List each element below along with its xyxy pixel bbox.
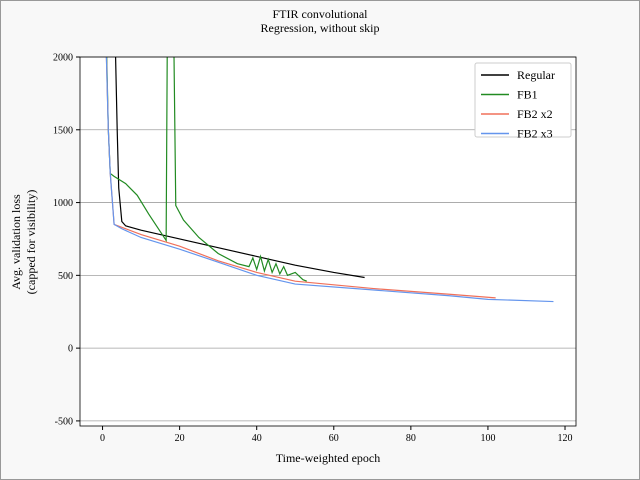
y-axis-label-note: (capped for visibility) bbox=[24, 190, 38, 295]
y-tick-label: 2000 bbox=[53, 53, 73, 64]
y-tick-label: 1000 bbox=[53, 198, 73, 209]
chart-subtitle: Regression, without skip bbox=[261, 21, 380, 35]
y-tick-label: 500 bbox=[58, 271, 73, 282]
legend-label: FB2 x3 bbox=[517, 127, 553, 141]
series-line bbox=[114, 57, 365, 279]
y-tick-label: 0 bbox=[68, 344, 73, 355]
x-tick-label: 80 bbox=[406, 433, 416, 444]
y-tick-label: 1500 bbox=[53, 125, 73, 136]
legend-label: Regular bbox=[517, 68, 555, 82]
x-tick-label: 60 bbox=[329, 433, 339, 444]
x-tick-label: 40 bbox=[252, 433, 262, 444]
legend-box bbox=[474, 62, 572, 138]
plot-frame bbox=[79, 56, 577, 427]
x-axis-label: Time-weighted epoch bbox=[276, 451, 381, 465]
series-line bbox=[105, 57, 554, 303]
plot-lines bbox=[105, 57, 554, 303]
x-tick-label: 20 bbox=[175, 433, 185, 444]
legend-label: FB1 bbox=[517, 88, 538, 102]
y-axis-label: Avg. validation loss bbox=[9, 194, 23, 290]
y-tick-label: -500 bbox=[55, 416, 73, 427]
series-line bbox=[106, 57, 308, 282]
x-tick-label: 0 bbox=[100, 433, 105, 444]
legend-label: FB2 x2 bbox=[517, 107, 553, 121]
x-tick-label: 100 bbox=[480, 433, 495, 444]
x-tick-label: 120 bbox=[558, 433, 573, 444]
chart-title: FTIR convolutional bbox=[273, 7, 369, 21]
